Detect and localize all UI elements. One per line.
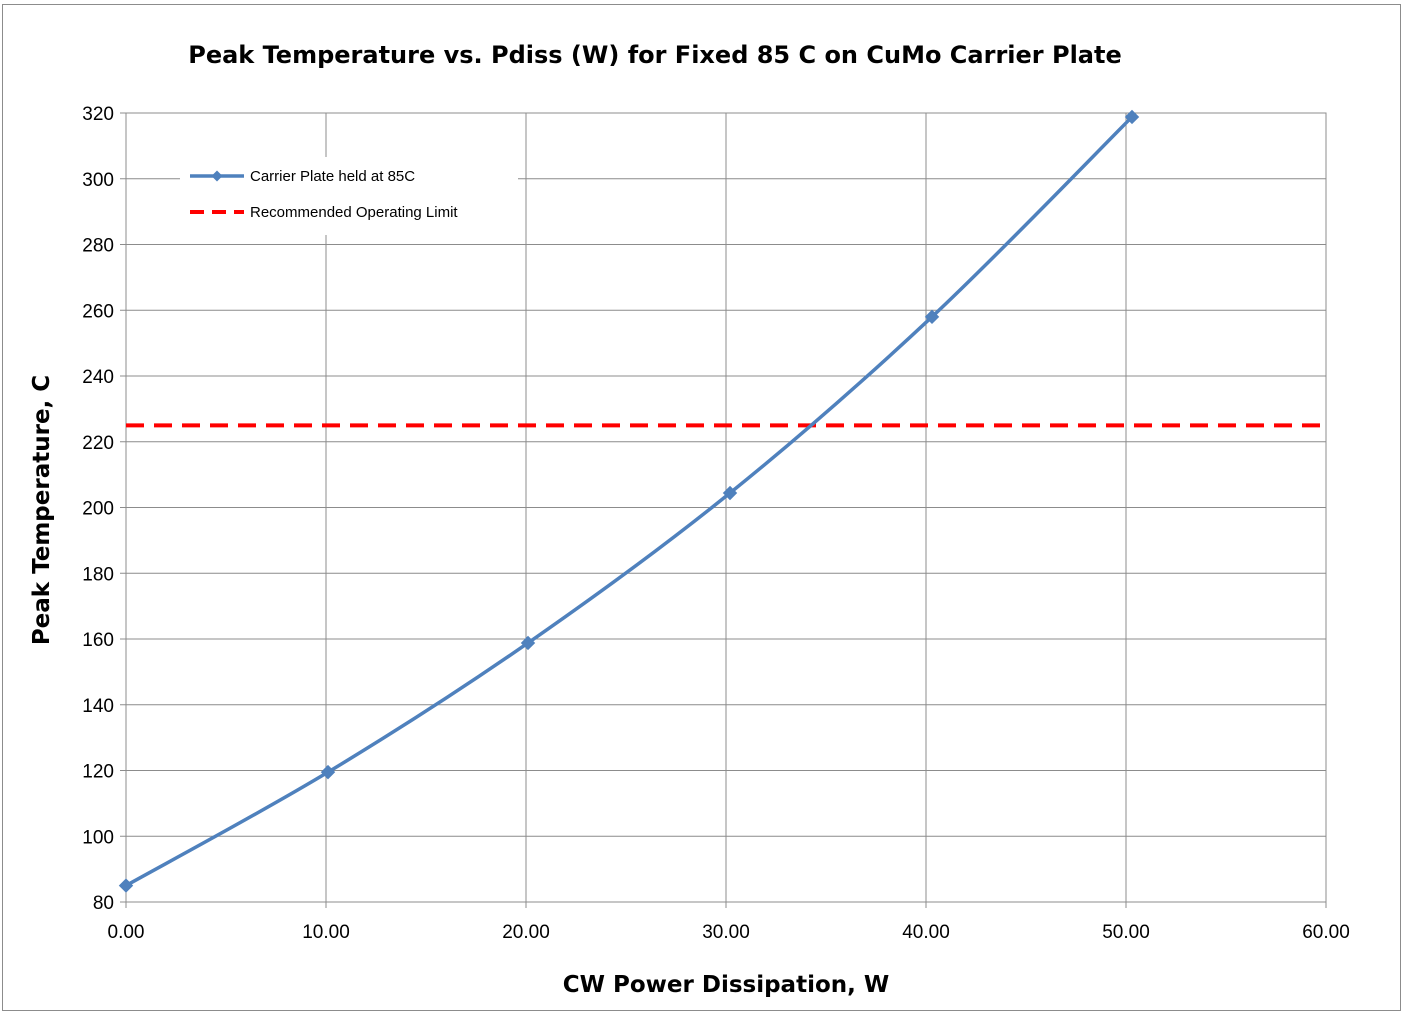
y-tick-label: 260 — [82, 301, 114, 322]
y-tick-label: 180 — [82, 564, 114, 585]
data-point-marker — [520, 635, 536, 651]
x-tick-label: 0.00 — [108, 922, 145, 943]
y-axis-title: Peak Temperature, C — [29, 375, 55, 645]
x-tick-label: 10.00 — [302, 922, 350, 943]
x-axis-title: CW Power Dissipation, W — [563, 972, 890, 998]
y-tick-label: 280 — [82, 236, 114, 257]
series-line-carrier-plate — [125, 115, 1134, 888]
x-tick-label: 60.00 — [1302, 922, 1350, 943]
x-axis-ticks: 0.00 10.00 20.00 30.00 40.00 50.00 60.00 — [108, 902, 1350, 943]
x-tick-label: 20.00 — [502, 922, 550, 943]
series-layer — [118, 109, 1326, 893]
y-tick-label: 160 — [82, 630, 114, 651]
y-tick-label: 100 — [82, 827, 114, 848]
legend-marker-carrier-plate — [211, 170, 223, 182]
y-tick-label: 80 — [93, 893, 114, 914]
legend: Carrier Plate held at 85C Recommended Ope… — [180, 157, 518, 235]
legend-background — [180, 157, 518, 235]
x-tick-label: 40.00 — [902, 922, 950, 943]
y-tick-label: 320 — [82, 104, 114, 125]
y-tick-label: 240 — [82, 367, 114, 388]
x-tick-label: 30.00 — [702, 922, 750, 943]
y-tick-label: 220 — [82, 433, 114, 454]
data-point-marker — [118, 878, 134, 893]
data-point-marker — [320, 764, 336, 780]
y-tick-label: 120 — [82, 762, 114, 783]
y-axis-ticks: 80 100 120 140 160 180 200 220 240 260 280 300 320 — [82, 104, 126, 914]
legend-label-carrier-plate: Carrier Plate held at 85C — [250, 168, 415, 185]
x-tick-label: 50.00 — [1102, 922, 1150, 943]
data-point-marker — [924, 309, 940, 325]
chart-title: Peak Temperature vs. Pdiss (W) for Fixed… — [188, 41, 1122, 69]
data-point-marker — [1124, 109, 1140, 125]
y-tick-label: 200 — [82, 499, 114, 520]
legend-label-operating-limit: Recommended Operating Limit — [250, 204, 458, 221]
y-tick-label: 300 — [82, 170, 114, 191]
y-tick-label: 140 — [82, 696, 114, 717]
data-point-marker — [722, 485, 738, 501]
